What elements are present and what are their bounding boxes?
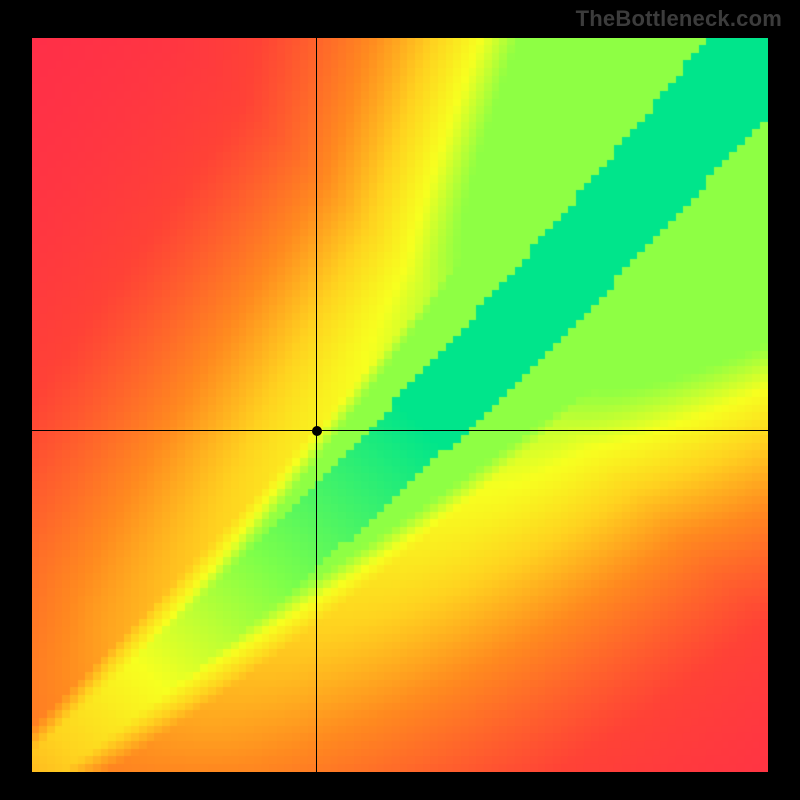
watermark-text: TheBottleneck.com: [576, 6, 782, 32]
crosshair-horizontal-line: [32, 430, 768, 431]
bottleneck-heatmap: [32, 38, 768, 772]
crosshair-vertical-line: [316, 38, 317, 772]
crosshair-marker-dot: [312, 426, 322, 436]
